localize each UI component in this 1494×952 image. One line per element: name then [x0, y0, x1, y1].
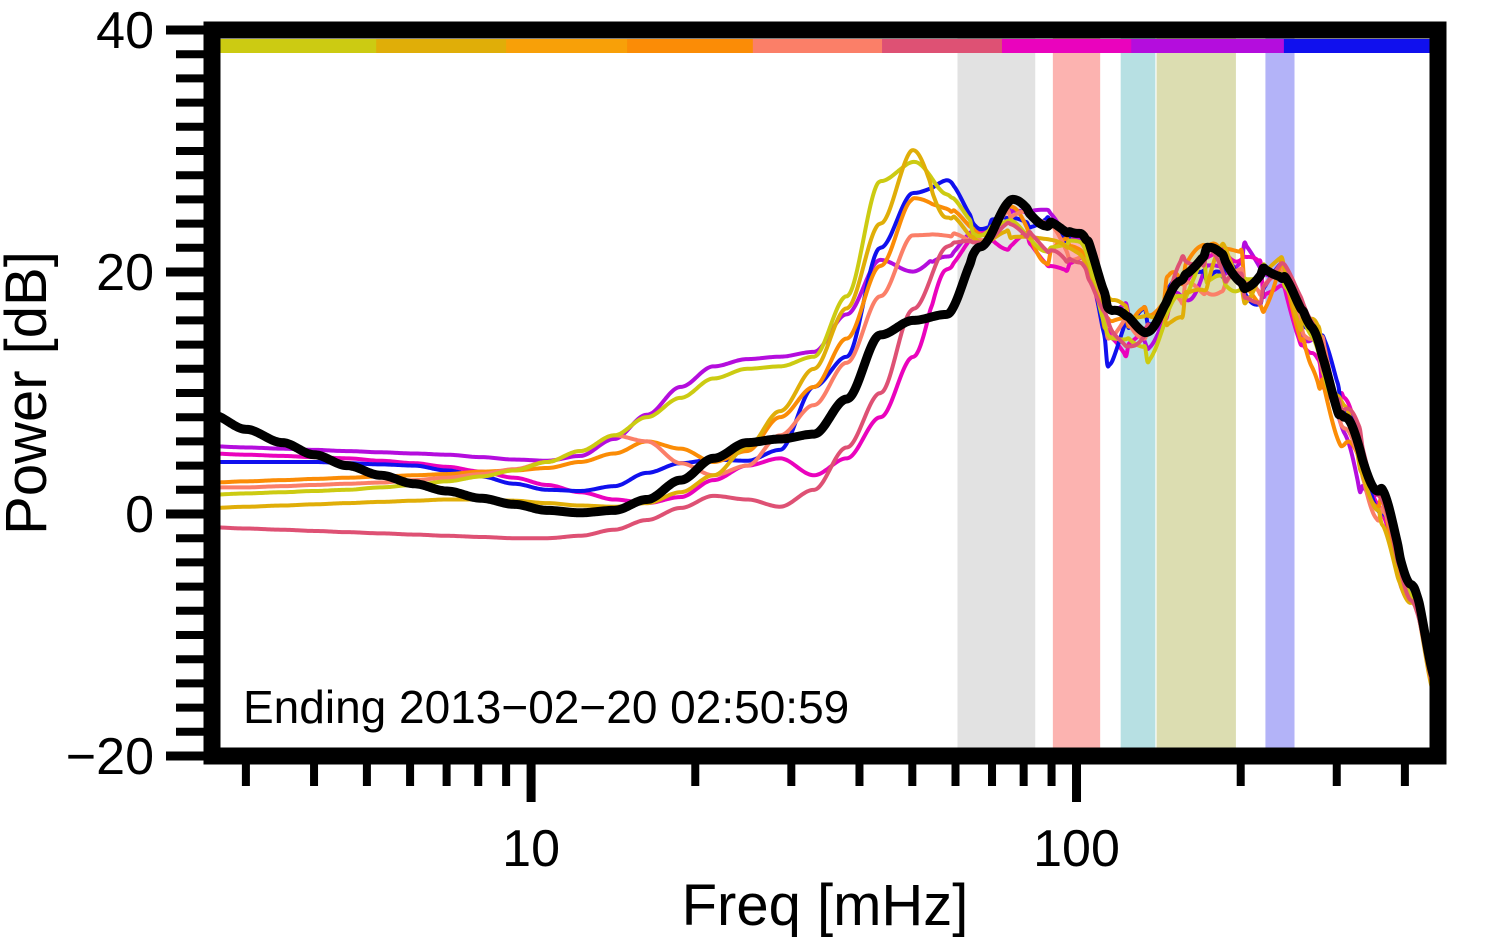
y-tick-label--20: −20 — [66, 728, 154, 786]
band-violet — [1265, 38, 1295, 748]
colorbar-segment-4 — [752, 39, 883, 53]
y-tick-label-40: 40 — [96, 2, 154, 60]
plot-frame — [203, 21, 1447, 765]
colorbar-segment-0 — [212, 39, 377, 53]
series-spectrum-orange-dark — [212, 196, 1438, 698]
band-khaki — [1156, 38, 1236, 748]
colorbar-group — [212, 39, 1439, 53]
shaded-bands-group — [957, 38, 1295, 748]
colorbar-segment-5 — [882, 39, 1003, 53]
y-tick-label-0: 0 — [125, 486, 154, 544]
colorbar-segment-7 — [1131, 39, 1285, 53]
x-tick-label-10: 10 — [502, 820, 560, 878]
band-cyan — [1120, 38, 1156, 748]
colorbar-segment-3 — [627, 39, 754, 53]
y-tick-label-20: 20 — [96, 244, 154, 302]
axis-group: 10 100 −20 0 20 40 — [66, 2, 1409, 878]
ending-timestamp-annotation: Ending 2013−02−20 02:50:59 — [243, 681, 849, 733]
spectra-curves-group — [212, 148, 1438, 704]
x-axis-title: Freq [mHz] — [682, 873, 969, 938]
colorbar-segment-6 — [1001, 39, 1132, 53]
series-mean — [212, 194, 1438, 688]
band-gray — [957, 38, 1036, 748]
x-tick-label-100: 100 — [1033, 820, 1120, 878]
colorbar-segment-2 — [506, 39, 628, 53]
band-pink — [1052, 38, 1101, 748]
colorbar-segment-1 — [376, 39, 507, 53]
series-spectrum-magenta — [212, 227, 1438, 692]
y-axis-title: Power [dB] — [0, 251, 59, 535]
colorbar-segment-8 — [1283, 39, 1439, 53]
